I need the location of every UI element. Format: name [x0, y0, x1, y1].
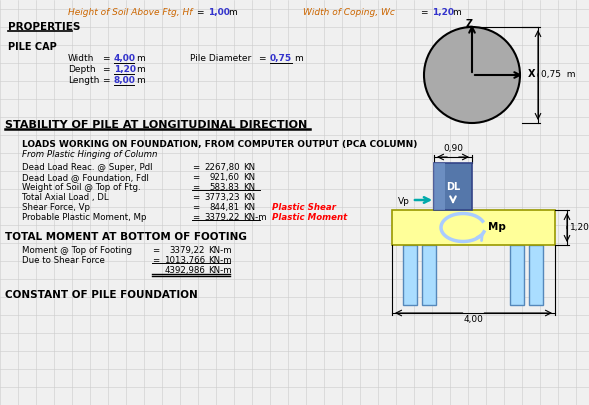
Text: Total Axial Load , DL: Total Axial Load , DL [22, 193, 108, 202]
Text: 2267,80: 2267,80 [204, 163, 240, 172]
Text: Moment @ Top of Footing: Moment @ Top of Footing [22, 246, 132, 255]
Text: =: = [192, 203, 199, 212]
Text: 4,00: 4,00 [114, 54, 136, 63]
Text: Dead Load @ Foundation, Fdl: Dead Load @ Foundation, Fdl [22, 173, 149, 182]
Bar [510, 245, 524, 305]
Text: X: X [528, 69, 535, 79]
Text: 844,81: 844,81 [210, 203, 240, 212]
Text: m: m [228, 8, 237, 17]
Text: PROPERTIES: PROPERTIES [8, 22, 80, 32]
Bar [403, 245, 417, 305]
Text: 0,75  m: 0,75 m [541, 70, 575, 79]
Text: 3379,22: 3379,22 [204, 213, 240, 222]
Text: Depth: Depth [68, 65, 95, 74]
Text: KN: KN [243, 203, 255, 212]
Text: PILE CAP: PILE CAP [8, 42, 57, 52]
Text: m: m [136, 54, 145, 63]
Text: =: = [420, 8, 428, 17]
Text: 3773,23: 3773,23 [204, 193, 240, 202]
Text: KN-m: KN-m [208, 246, 231, 255]
Bar [422, 245, 436, 305]
Text: 8,00: 8,00 [114, 76, 136, 85]
Text: 1,20: 1,20 [432, 8, 454, 17]
Text: DL: DL [446, 183, 460, 192]
Text: 4392,986: 4392,986 [164, 266, 205, 275]
Text: KN-m: KN-m [208, 266, 231, 275]
Text: CONSTANT OF PILE FOUNDATION: CONSTANT OF PILE FOUNDATION [5, 290, 198, 300]
Text: =: = [102, 76, 110, 85]
Bar [392, 210, 555, 245]
Text: =: = [152, 246, 159, 255]
Text: Mp: Mp [488, 222, 506, 232]
Text: 1,20: 1,20 [114, 65, 136, 74]
Text: From Plastic Hinging of Column: From Plastic Hinging of Column [22, 150, 157, 159]
Text: Height of Soil Above Ftg, Hf: Height of Soil Above Ftg, Hf [68, 8, 193, 17]
Text: =: = [102, 65, 110, 74]
Text: 4,00: 4,00 [464, 315, 484, 324]
Text: Width: Width [68, 54, 94, 63]
Text: Plastic Shear: Plastic Shear [272, 203, 336, 212]
Circle shape [424, 27, 520, 123]
Text: Plastic Moment: Plastic Moment [272, 213, 348, 222]
Text: 3379,22: 3379,22 [170, 246, 205, 255]
Text: 0,75: 0,75 [270, 54, 292, 63]
Bar [529, 245, 543, 305]
Text: =: = [102, 54, 110, 63]
Text: 1,20: 1,20 [570, 223, 589, 232]
Text: KN: KN [243, 193, 255, 202]
Text: m: m [294, 54, 303, 63]
Text: KN: KN [243, 183, 255, 192]
Text: Probable Plastic Moment, Mp: Probable Plastic Moment, Mp [22, 213, 147, 222]
Text: 1,00: 1,00 [208, 8, 230, 17]
Text: m: m [136, 76, 145, 85]
Text: =: = [192, 193, 199, 202]
Bar [434, 163, 472, 210]
Bar [434, 163, 445, 210]
Text: Vp: Vp [398, 196, 410, 205]
Text: Pile Diameter: Pile Diameter [190, 54, 252, 63]
Text: Weight of Soil @ Top of Ftg.: Weight of Soil @ Top of Ftg. [22, 183, 141, 192]
Text: =: = [258, 54, 266, 63]
Text: Length: Length [68, 76, 100, 85]
Text: Due to Shear Force: Due to Shear Force [22, 256, 105, 265]
Text: Shear Force, Vp: Shear Force, Vp [22, 203, 90, 212]
Text: LOADS WORKING ON FOUNDATION, FROM COMPUTER OUTPUT (PCA COLUMN): LOADS WORKING ON FOUNDATION, FROM COMPUT… [22, 140, 418, 149]
Text: m: m [136, 65, 145, 74]
Text: =: = [152, 256, 159, 265]
Text: KN: KN [243, 163, 255, 172]
Text: =: = [196, 8, 204, 17]
Text: =: = [192, 213, 199, 222]
Text: Width of Coping, Wc: Width of Coping, Wc [303, 8, 395, 17]
Text: m: m [452, 8, 461, 17]
Text: =: = [192, 183, 199, 192]
Text: KN-m: KN-m [243, 213, 267, 222]
Text: Z: Z [465, 19, 472, 29]
Text: 0,90: 0,90 [443, 144, 463, 153]
Text: 583,83: 583,83 [210, 183, 240, 192]
Text: Dead Load Reac. @ Super, Pdl: Dead Load Reac. @ Super, Pdl [22, 163, 153, 172]
Text: STABILITY OF PILE AT LONGITUDINAL DIRECTION: STABILITY OF PILE AT LONGITUDINAL DIRECT… [5, 120, 307, 130]
Text: =: = [192, 163, 199, 172]
Text: 921,60: 921,60 [210, 173, 240, 182]
Text: KN: KN [243, 173, 255, 182]
Text: 1013,766: 1013,766 [164, 256, 205, 265]
Text: =: = [192, 173, 199, 182]
Text: KN-m: KN-m [208, 256, 231, 265]
Text: TOTAL MOMENT AT BOTTOM OF FOOTING: TOTAL MOMENT AT BOTTOM OF FOOTING [5, 232, 247, 242]
